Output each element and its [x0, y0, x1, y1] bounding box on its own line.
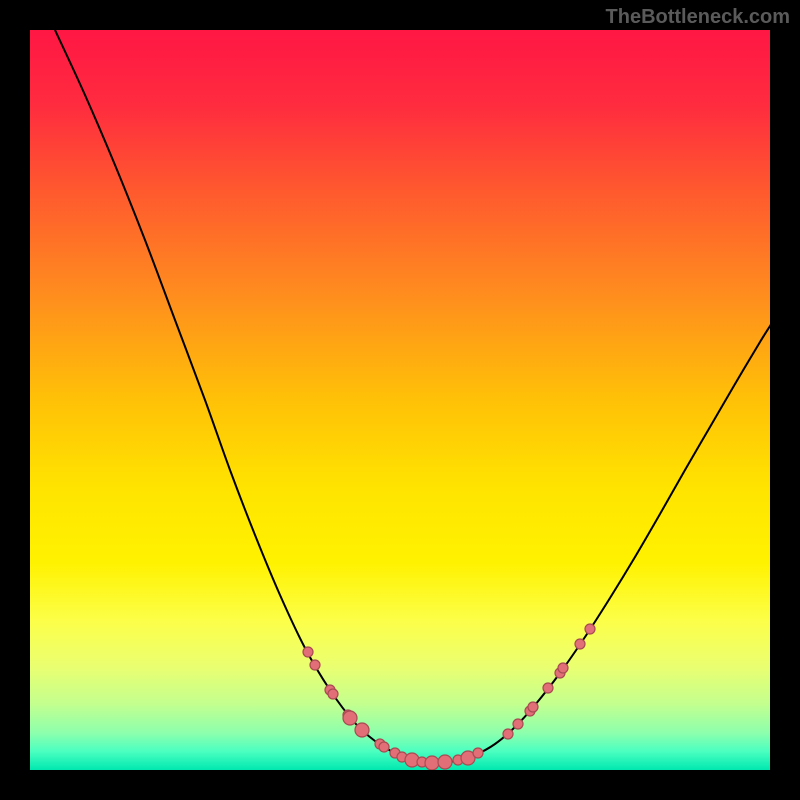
data-marker [438, 755, 452, 769]
data-marker [528, 702, 538, 712]
data-marker [303, 647, 313, 657]
data-marker [473, 748, 483, 758]
bottleneck-curve [55, 30, 770, 763]
data-marker [585, 624, 595, 634]
data-marker [513, 719, 523, 729]
chart-container: TheBottleneck.com [0, 0, 800, 800]
data-marker [310, 660, 320, 670]
watermark-text: TheBottleneck.com [606, 6, 790, 29]
data-marker [343, 711, 357, 725]
data-marker [543, 683, 553, 693]
data-marker [328, 689, 338, 699]
data-marker [558, 663, 568, 673]
data-marker [503, 729, 513, 739]
markers-group [303, 624, 595, 770]
data-marker [425, 756, 439, 770]
plot-area [30, 30, 770, 770]
data-marker [575, 639, 585, 649]
curve-layer [30, 30, 770, 770]
data-marker [379, 742, 389, 752]
data-marker [355, 723, 369, 737]
